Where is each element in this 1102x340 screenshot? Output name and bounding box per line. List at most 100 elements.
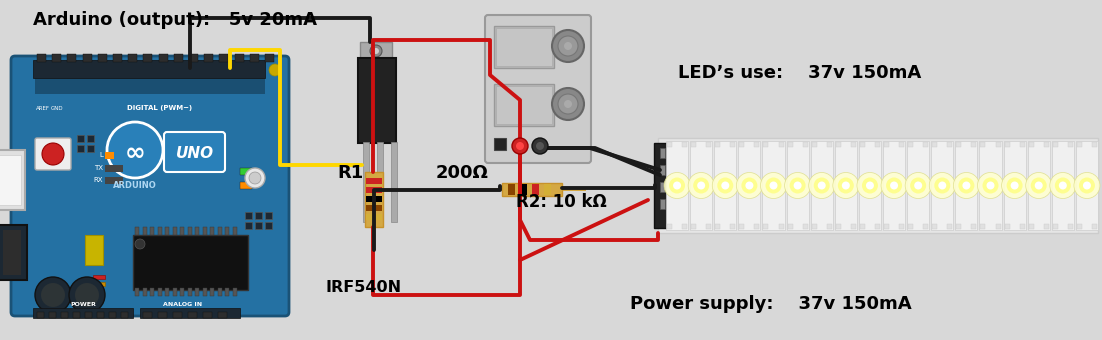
Bar xyxy=(264,222,272,229)
Bar xyxy=(1019,224,1025,229)
Circle shape xyxy=(1059,182,1067,189)
Bar xyxy=(706,142,711,147)
Bar xyxy=(660,165,665,175)
Bar xyxy=(826,224,832,229)
Bar xyxy=(1092,224,1096,229)
Bar xyxy=(165,227,169,235)
Circle shape xyxy=(959,177,974,193)
Bar xyxy=(158,227,162,235)
Circle shape xyxy=(269,64,281,76)
Bar xyxy=(884,224,889,229)
Circle shape xyxy=(760,172,787,199)
Bar xyxy=(109,312,116,318)
Bar xyxy=(366,214,382,220)
Bar xyxy=(37,54,46,62)
Bar xyxy=(812,224,817,229)
Bar xyxy=(666,141,688,230)
Text: UNO: UNO xyxy=(176,146,214,160)
Circle shape xyxy=(245,168,264,188)
Bar xyxy=(73,312,80,318)
Bar xyxy=(1028,141,1050,230)
FancyBboxPatch shape xyxy=(11,56,289,316)
Bar xyxy=(250,54,259,62)
Bar xyxy=(0,155,21,205)
Bar xyxy=(87,145,94,152)
Bar xyxy=(860,224,865,229)
Bar xyxy=(494,138,506,150)
Bar xyxy=(787,141,809,230)
Bar xyxy=(158,288,162,296)
Text: ANALOG IN: ANALOG IN xyxy=(163,302,203,306)
Bar xyxy=(811,141,833,230)
Bar xyxy=(731,224,735,229)
Bar xyxy=(225,227,229,235)
Bar xyxy=(93,282,105,286)
Bar xyxy=(1077,142,1082,147)
Bar xyxy=(391,142,397,222)
Circle shape xyxy=(842,182,850,189)
Circle shape xyxy=(1083,182,1091,189)
Bar xyxy=(932,224,937,229)
Bar xyxy=(33,308,133,318)
Bar xyxy=(691,224,696,229)
Bar xyxy=(835,142,841,147)
Bar xyxy=(3,230,21,275)
Bar xyxy=(875,142,880,147)
Bar xyxy=(653,143,668,228)
Bar xyxy=(660,199,665,209)
Bar xyxy=(365,172,383,227)
Circle shape xyxy=(838,177,854,193)
Bar xyxy=(544,184,551,195)
Bar xyxy=(255,212,262,219)
Text: R1: R1 xyxy=(337,165,364,182)
Circle shape xyxy=(564,42,572,50)
Circle shape xyxy=(558,94,579,114)
Bar xyxy=(245,222,252,229)
Circle shape xyxy=(370,45,382,57)
Bar xyxy=(195,227,199,235)
Bar xyxy=(240,182,252,189)
Text: Arduino (output):   5v 20mA: Arduino (output): 5v 20mA xyxy=(33,11,317,29)
Text: 200Ω: 200Ω xyxy=(435,165,488,182)
Bar xyxy=(682,224,688,229)
Circle shape xyxy=(890,182,898,189)
Bar xyxy=(715,224,721,229)
Bar xyxy=(217,227,222,235)
Bar xyxy=(907,141,929,230)
Bar xyxy=(1019,142,1025,147)
Bar xyxy=(899,224,904,229)
Text: ∞: ∞ xyxy=(125,141,145,165)
Bar xyxy=(105,165,123,172)
Bar xyxy=(187,288,192,296)
Circle shape xyxy=(790,177,806,193)
Text: L: L xyxy=(99,152,102,158)
Circle shape xyxy=(866,182,874,189)
Circle shape xyxy=(986,182,994,189)
Bar xyxy=(995,224,1001,229)
Bar xyxy=(690,141,712,230)
Bar xyxy=(240,168,252,175)
FancyBboxPatch shape xyxy=(35,138,71,170)
Bar xyxy=(923,224,928,229)
Bar xyxy=(371,154,374,174)
Bar xyxy=(97,312,104,318)
Bar xyxy=(85,312,91,318)
Bar xyxy=(981,142,985,147)
Bar xyxy=(77,135,84,142)
Bar xyxy=(826,142,832,147)
Bar xyxy=(691,142,696,147)
Bar xyxy=(264,212,272,219)
Text: DIGITAL (PWM~): DIGITAL (PWM~) xyxy=(128,105,193,111)
Bar xyxy=(995,142,1001,147)
Bar xyxy=(835,224,841,229)
Circle shape xyxy=(938,182,947,189)
Bar xyxy=(371,227,374,247)
Bar xyxy=(187,227,192,235)
Bar xyxy=(957,142,961,147)
Bar xyxy=(85,235,102,265)
Bar xyxy=(173,288,176,296)
Bar xyxy=(158,312,168,318)
Bar xyxy=(494,84,554,126)
Circle shape xyxy=(882,172,907,199)
Bar xyxy=(142,288,147,296)
